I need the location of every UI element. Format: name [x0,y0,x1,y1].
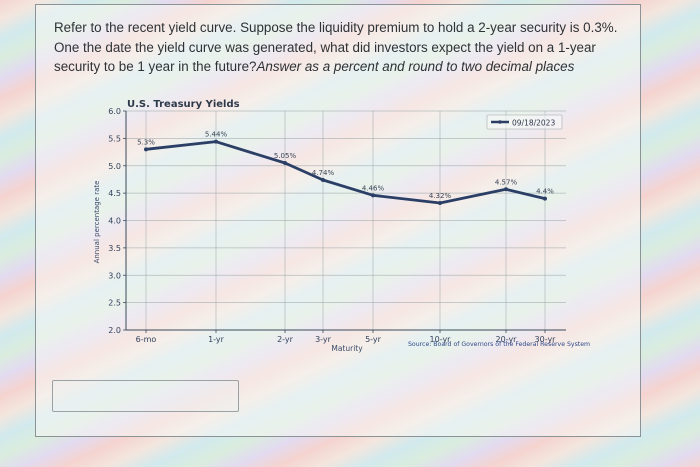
data-point [543,196,547,201]
x-tick-label: 3-yr [315,335,332,344]
data-point [214,139,218,144]
y-tick-label: 2.5 [108,299,121,308]
question-text: Refer to the recent yield curve. Suppose… [54,18,634,77]
data-point [321,177,325,182]
y-tick-label: 6.0 [108,107,121,116]
y-tick-label: 5.5 [108,134,121,143]
y-tick-label: 5.0 [108,162,121,171]
data-label: 5.3% [137,138,155,146]
y-tick-label: 4.5 [108,189,121,198]
data-point [371,193,375,198]
y-tick-label: 2.0 [108,326,121,335]
data-point [504,187,508,192]
y-tick-label: 4.0 [108,217,121,226]
y-tick-label: 3.5 [108,244,121,253]
x-tick-label: 10-yr [430,335,452,344]
series-line-group: 5.3% 5.44% 5.05% 4.74% 4.46% 4.32% 4.57% 4.4% [137,131,554,205]
chart-axes: 2.0 2.5 3.0 3.5 4.0 4.5 5.0 5.5 6.0 6-mo 1-yr 2-yr 3… [108,107,566,344]
yield-curve-line [145,140,546,205]
y-axis-label: Annual percentage rate [93,181,101,264]
data-label: 4.74% [312,169,335,177]
legend-label: 09/18/2023 [512,119,555,128]
data-point [283,161,287,166]
y-tick-label: 3.0 [108,271,121,280]
data-label: 5.44% [205,131,228,139]
x-tick-label: 6-mo [136,335,157,344]
data-label: 4.46% [362,184,385,192]
chart-title: U.S. Treasury Yields [127,99,240,110]
x-tick-label: 30-yr [535,335,557,344]
x-tick-label: 20-yr [496,335,518,344]
data-label: 4.4% [536,188,554,196]
question-main: Refer to the recent yield curve. Suppose… [54,20,618,75]
source-note: Source: Board of Governors of the Federa… [408,341,590,348]
data-point [144,147,148,152]
x-axis-label: Maturity [331,344,363,353]
x-tick-label: 1-yr [208,335,225,344]
chart-legend: 09/18/2023 [486,114,563,130]
data-label: 4.57% [495,178,518,186]
x-tick-label: 2-yr [277,335,294,344]
answer-input[interactable] [52,380,239,412]
data-point [438,200,442,205]
x-tick-label: 5-yr [365,335,382,344]
data-label: 5.05% [274,152,297,160]
question-instruction: Answer as a percent and round to two dec… [256,59,575,75]
data-label: 4.32% [429,192,452,200]
